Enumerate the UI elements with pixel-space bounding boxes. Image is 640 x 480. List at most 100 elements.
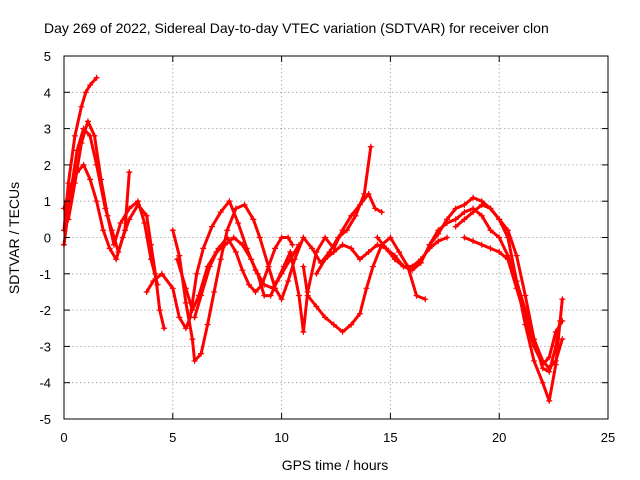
series-line-6: [171, 145, 373, 363]
x-tick-label-1: 5: [169, 430, 176, 445]
data-point-11-10: [452, 216, 459, 223]
data-point-8-12: [261, 292, 268, 299]
data-point-7-5: [224, 234, 231, 241]
data-point-3-17: [161, 325, 168, 332]
data-point-5-10: [208, 223, 215, 230]
data-point-12-17: [559, 296, 566, 303]
data-point-1-2: [65, 180, 72, 187]
data-point-14-3: [478, 241, 485, 248]
data-point-3-6: [93, 198, 100, 205]
data-point-4-5: [91, 132, 98, 139]
data-point-9-16: [422, 296, 429, 303]
data-point-7-15: [289, 241, 296, 248]
data-point-8-26: [365, 190, 372, 197]
data-point-13-4: [478, 201, 485, 208]
data-point-4-9: [117, 219, 124, 226]
data-point-3-16: [156, 307, 163, 314]
data-point-6-28: [367, 143, 374, 150]
data-point-6-8: [211, 288, 218, 295]
y-tick-label-7: 2: [44, 158, 51, 173]
data-point-12-3: [443, 216, 450, 223]
data-point-8-2: [182, 285, 189, 292]
data-point-9-15: [413, 292, 420, 299]
data-point-12-14: [539, 379, 546, 386]
data-point-13-13: [552, 343, 559, 350]
data-point-6-21: [309, 245, 316, 252]
data-point-8-21: [322, 234, 329, 241]
data-point-13-3: [470, 209, 477, 216]
data-point-12-16: [552, 361, 559, 368]
data-point-6-13: [250, 216, 257, 223]
series-line-5: [145, 199, 301, 330]
data-point-9-7: [348, 321, 355, 328]
data-point-10-5: [348, 245, 355, 252]
y-axis-label: SDTVAR / TECUs: [6, 182, 22, 294]
data-point-4-1: [65, 216, 72, 223]
data-point-4-7: [104, 212, 111, 219]
data-point-3-2: [67, 183, 74, 190]
data-point-14-8: [522, 314, 529, 321]
data-point-11-14: [487, 227, 494, 234]
data-point-9-10: [369, 263, 376, 270]
data-point-12-5: [461, 201, 468, 208]
data-point-8-24: [348, 212, 355, 219]
data-point-1-7: [93, 74, 100, 81]
data-point-6-1: [169, 227, 176, 234]
data-point-10-15: [435, 238, 442, 245]
series-line-8: [175, 192, 384, 334]
data-point-8-3: [189, 307, 196, 314]
data-point-8-27: [372, 205, 379, 212]
data-point-12-2: [435, 230, 442, 237]
series-trace-4: [65, 118, 161, 288]
data-point-6-11: [232, 205, 239, 212]
data-point-5-12: [226, 198, 233, 205]
data-point-8-17: [296, 292, 303, 299]
data-point-14-2: [470, 238, 477, 245]
data-point-14-13: [559, 317, 566, 324]
data-point-14-1: [461, 234, 468, 241]
data-point-9-6: [339, 328, 346, 335]
data-point-11-11: [461, 209, 468, 216]
y-tick-label-10: 5: [44, 49, 51, 64]
data-point-8-1: [174, 256, 181, 263]
data-point-7-9: [252, 288, 259, 295]
data-point-5-13: [235, 219, 242, 226]
data-point-9-4: [322, 314, 329, 321]
data-point-14-5: [496, 249, 503, 256]
x-tick-label-2: 10: [274, 430, 288, 445]
data-point-13-8: [513, 252, 520, 259]
data-point-6-9: [217, 256, 224, 263]
data-point-5-11: [217, 209, 224, 216]
data-point-14-7: [513, 285, 520, 292]
data-point-6-14: [256, 234, 263, 241]
x-tick-label-3: 15: [383, 430, 397, 445]
data-point-8-11: [254, 270, 261, 277]
data-point-8-15: [280, 263, 287, 270]
data-point-13-2: [461, 216, 468, 223]
data-point-10-1: [313, 270, 320, 277]
data-point-8-14: [274, 278, 281, 285]
data-point-7-14: [285, 234, 292, 241]
data-point-6-6: [198, 350, 205, 357]
data-point-11-15: [496, 234, 503, 241]
data-point-8-25: [356, 201, 363, 208]
data-point-8-8: [230, 234, 237, 241]
data-point-9-8: [356, 310, 363, 317]
data-point-8-13: [267, 292, 274, 299]
data-point-2-11: [126, 169, 133, 176]
data-point-6-4: [189, 336, 196, 343]
data-point-11-6: [417, 259, 424, 266]
data-point-3-4: [80, 161, 87, 168]
data-point-13-6: [496, 216, 503, 223]
data-point-3-8: [106, 245, 113, 252]
data-point-4-4: [84, 118, 91, 125]
data-point-3-13: [143, 212, 150, 219]
data-point-11-2: [383, 245, 390, 252]
data-point-9-5: [330, 321, 337, 328]
data-point-1-5: [82, 89, 89, 96]
data-point-11-13: [478, 212, 485, 219]
data-point-7-7: [239, 267, 246, 274]
data-point-13-9: [522, 292, 529, 299]
series-line-13: [454, 203, 562, 374]
data-point-6-20: [300, 234, 307, 241]
